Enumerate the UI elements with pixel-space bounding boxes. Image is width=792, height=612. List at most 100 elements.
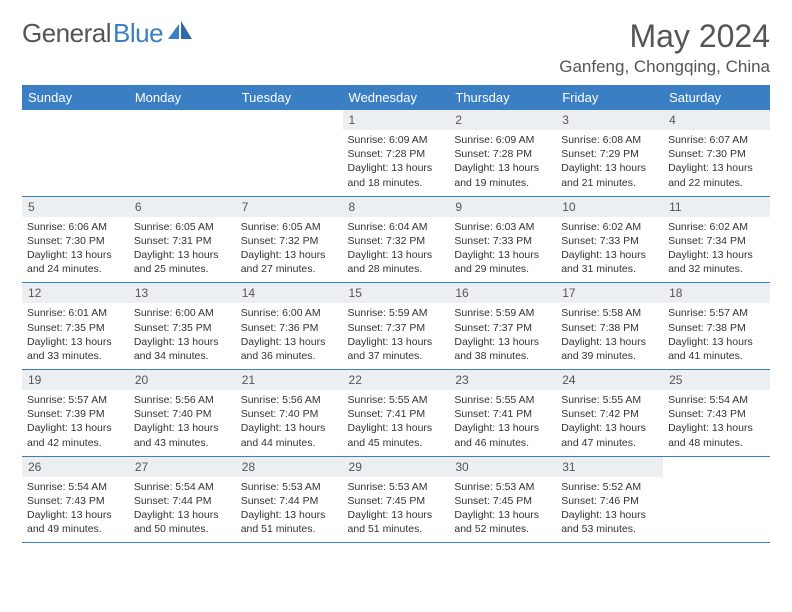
day-detail-line: Sunset: 7:32 PM <box>241 234 338 248</box>
day-number: 18 <box>663 283 770 303</box>
calendar-day-cell: 2Sunrise: 6:09 AMSunset: 7:28 PMDaylight… <box>449 110 556 196</box>
day-detail-line: Sunrise: 6:04 AM <box>348 220 445 234</box>
day-detail-line: Sunrise: 5:54 AM <box>134 480 231 494</box>
weekday-header: Sunday <box>22 85 129 110</box>
day-detail-line: Sunset: 7:35 PM <box>27 321 124 335</box>
day-detail-line: Sunrise: 5:53 AM <box>241 480 338 494</box>
calendar-day-cell <box>22 110 129 196</box>
day-details: Sunrise: 6:00 AMSunset: 7:36 PMDaylight:… <box>236 303 343 369</box>
weekday-header: Wednesday <box>343 85 450 110</box>
calendar-day-cell: 25Sunrise: 5:54 AMSunset: 7:43 PMDayligh… <box>663 370 770 457</box>
day-detail-line: Sunset: 7:39 PM <box>27 407 124 421</box>
day-number: 3 <box>556 110 663 130</box>
day-detail-line: Sunset: 7:36 PM <box>241 321 338 335</box>
day-detail-line: Daylight: 13 hours <box>454 248 551 262</box>
day-number: 4 <box>663 110 770 130</box>
day-detail-line: Daylight: 13 hours <box>134 335 231 349</box>
day-detail-line: and 53 minutes. <box>561 522 658 536</box>
day-details: Sunrise: 6:02 AMSunset: 7:34 PMDaylight:… <box>663 217 770 283</box>
day-details: Sunrise: 5:55 AMSunset: 7:42 PMDaylight:… <box>556 390 663 456</box>
calendar-day-cell: 29Sunrise: 5:53 AMSunset: 7:45 PMDayligh… <box>343 456 450 543</box>
day-details: Sunrise: 5:54 AMSunset: 7:44 PMDaylight:… <box>129 477 236 543</box>
day-details: Sunrise: 6:05 AMSunset: 7:32 PMDaylight:… <box>236 217 343 283</box>
day-detail-line: Daylight: 13 hours <box>348 421 445 435</box>
day-number: 24 <box>556 370 663 390</box>
day-detail-line: Sunrise: 6:02 AM <box>668 220 765 234</box>
day-details: Sunrise: 6:02 AMSunset: 7:33 PMDaylight:… <box>556 217 663 283</box>
day-detail-line: Sunrise: 6:02 AM <box>561 220 658 234</box>
logo: GeneralBlue <box>22 18 194 49</box>
day-detail-line: Sunset: 7:35 PM <box>134 321 231 335</box>
title-block: May 2024 Ganfeng, Chongqing, China <box>559 18 770 77</box>
day-detail-line: Daylight: 13 hours <box>561 421 658 435</box>
day-details: Sunrise: 5:54 AMSunset: 7:43 PMDaylight:… <box>663 390 770 456</box>
day-number: 20 <box>129 370 236 390</box>
day-detail-line: Daylight: 13 hours <box>27 248 124 262</box>
day-detail-line: and 45 minutes. <box>348 436 445 450</box>
day-detail-line: Sunrise: 5:54 AM <box>668 393 765 407</box>
day-detail-line: Sunrise: 6:05 AM <box>241 220 338 234</box>
calendar-day-cell: 21Sunrise: 5:56 AMSunset: 7:40 PMDayligh… <box>236 370 343 457</box>
day-details <box>22 116 129 172</box>
day-detail-line: Sunrise: 5:53 AM <box>348 480 445 494</box>
calendar-day-cell: 1Sunrise: 6:09 AMSunset: 7:28 PMDaylight… <box>343 110 450 196</box>
calendar-day-cell: 30Sunrise: 5:53 AMSunset: 7:45 PMDayligh… <box>449 456 556 543</box>
day-details: Sunrise: 5:53 AMSunset: 7:45 PMDaylight:… <box>343 477 450 543</box>
calendar-week-row: 19Sunrise: 5:57 AMSunset: 7:39 PMDayligh… <box>22 370 770 457</box>
day-detail-line: and 42 minutes. <box>27 436 124 450</box>
weekday-header: Friday <box>556 85 663 110</box>
day-detail-line: Sunset: 7:29 PM <box>561 147 658 161</box>
day-details <box>663 463 770 519</box>
day-detail-line: Sunrise: 5:56 AM <box>241 393 338 407</box>
day-number: 7 <box>236 197 343 217</box>
day-number: 28 <box>236 457 343 477</box>
day-detail-line: Daylight: 13 hours <box>454 421 551 435</box>
day-number: 21 <box>236 370 343 390</box>
day-detail-line: Sunset: 7:28 PM <box>454 147 551 161</box>
day-detail-line: and 39 minutes. <box>561 349 658 363</box>
day-detail-line: Sunrise: 5:59 AM <box>454 306 551 320</box>
day-detail-line: and 24 minutes. <box>27 262 124 276</box>
day-details: Sunrise: 6:04 AMSunset: 7:32 PMDaylight:… <box>343 217 450 283</box>
day-detail-line: Daylight: 13 hours <box>27 508 124 522</box>
day-detail-line: and 37 minutes. <box>348 349 445 363</box>
day-details: Sunrise: 6:03 AMSunset: 7:33 PMDaylight:… <box>449 217 556 283</box>
day-details: Sunrise: 6:07 AMSunset: 7:30 PMDaylight:… <box>663 130 770 196</box>
day-number: 1 <box>343 110 450 130</box>
day-number: 8 <box>343 197 450 217</box>
day-detail-line: Sunset: 7:46 PM <box>561 494 658 508</box>
day-detail-line: and 38 minutes. <box>454 349 551 363</box>
day-details: Sunrise: 6:09 AMSunset: 7:28 PMDaylight:… <box>449 130 556 196</box>
day-detail-line: Sunrise: 6:06 AM <box>27 220 124 234</box>
calendar-day-cell: 12Sunrise: 6:01 AMSunset: 7:35 PMDayligh… <box>22 283 129 370</box>
day-detail-line: Daylight: 13 hours <box>561 335 658 349</box>
calendar-body: 1Sunrise: 6:09 AMSunset: 7:28 PMDaylight… <box>22 110 770 543</box>
day-detail-line: Sunrise: 5:52 AM <box>561 480 658 494</box>
calendar-head: SundayMondayTuesdayWednesdayThursdayFrid… <box>22 85 770 110</box>
weekday-header: Saturday <box>663 85 770 110</box>
day-detail-line: Daylight: 13 hours <box>134 421 231 435</box>
day-detail-line: Daylight: 13 hours <box>561 248 658 262</box>
calendar-day-cell <box>236 110 343 196</box>
day-detail-line: and 46 minutes. <box>454 436 551 450</box>
day-detail-line: Sunrise: 5:57 AM <box>27 393 124 407</box>
day-details: Sunrise: 5:57 AMSunset: 7:38 PMDaylight:… <box>663 303 770 369</box>
day-detail-line: Sunset: 7:43 PM <box>27 494 124 508</box>
day-number: 16 <box>449 283 556 303</box>
day-detail-line: Sunrise: 5:55 AM <box>348 393 445 407</box>
day-detail-line: Daylight: 13 hours <box>668 248 765 262</box>
day-detail-line: Sunrise: 6:00 AM <box>134 306 231 320</box>
day-details: Sunrise: 5:58 AMSunset: 7:38 PMDaylight:… <box>556 303 663 369</box>
day-detail-line: Sunset: 7:44 PM <box>134 494 231 508</box>
day-detail-line: Daylight: 13 hours <box>668 421 765 435</box>
day-number: 26 <box>22 457 129 477</box>
day-detail-line: and 50 minutes. <box>134 522 231 536</box>
calendar-week-row: 5Sunrise: 6:06 AMSunset: 7:30 PMDaylight… <box>22 196 770 283</box>
day-detail-line: Daylight: 13 hours <box>561 161 658 175</box>
calendar-day-cell: 23Sunrise: 5:55 AMSunset: 7:41 PMDayligh… <box>449 370 556 457</box>
calendar-day-cell: 14Sunrise: 6:00 AMSunset: 7:36 PMDayligh… <box>236 283 343 370</box>
day-detail-line: Sunset: 7:38 PM <box>668 321 765 335</box>
calendar-day-cell: 18Sunrise: 5:57 AMSunset: 7:38 PMDayligh… <box>663 283 770 370</box>
day-detail-line: and 51 minutes. <box>348 522 445 536</box>
day-detail-line: Sunset: 7:37 PM <box>348 321 445 335</box>
